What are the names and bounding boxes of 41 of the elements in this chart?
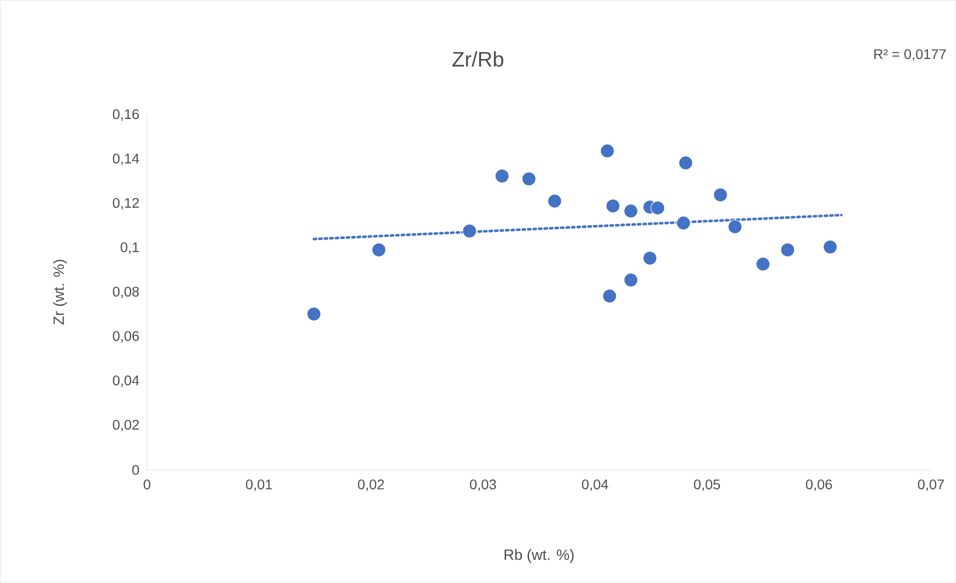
- y-axis-title: Zr (wt. %): [53, 260, 67, 325]
- x-tick-label: 0,07: [918, 479, 944, 492]
- y-tick-label: 0,06: [112, 331, 139, 343]
- point: [624, 204, 638, 218]
- point: [676, 216, 691, 230]
- x-tick-label: 0,05: [694, 479, 720, 492]
- x-tick-label: 0,01: [246, 479, 272, 492]
- point: [602, 288, 617, 304]
- y-tick-label: 0,1: [120, 242, 139, 254]
- point: [494, 168, 510, 184]
- x-tick-label: 0: [144, 479, 150, 490]
- point: [642, 250, 657, 266]
- y-tick-label: 0,14: [112, 154, 140, 166]
- point: [650, 200, 665, 216]
- point: [600, 144, 614, 158]
- point: [624, 272, 638, 288]
- point: [548, 194, 562, 208]
- x-tick-label: 0,04: [582, 479, 608, 492]
- x-tick-label: 0,06: [806, 479, 832, 492]
- x-tick-label: 0,03: [470, 479, 496, 492]
- y-tick-label: 0,16: [112, 109, 139, 121]
- point: [823, 240, 838, 254]
- point: [462, 224, 477, 238]
- y-tick-label: 0,12: [112, 198, 139, 210]
- chart-title: Zr/Rb: [452, 51, 504, 67]
- y-tick-label: 0,04: [112, 375, 140, 387]
- point: [780, 242, 795, 257]
- y-tick-label: 0,08: [112, 286, 139, 298]
- point: [372, 242, 386, 257]
- y-tick-label: 0: [132, 465, 139, 475]
- y-tick-label: 0,02: [112, 420, 139, 432]
- point: [522, 172, 536, 186]
- point: [713, 188, 728, 202]
- point: [678, 156, 693, 170]
- text: R² = 0,0177: [874, 49, 946, 61]
- point: [756, 256, 770, 272]
- x-tick-label: 0,02: [358, 479, 384, 492]
- point: [606, 198, 620, 214]
- x-axis-title: Rb (wt. %): [504, 549, 574, 563]
- point: [306, 306, 321, 322]
- point: [728, 220, 742, 234]
